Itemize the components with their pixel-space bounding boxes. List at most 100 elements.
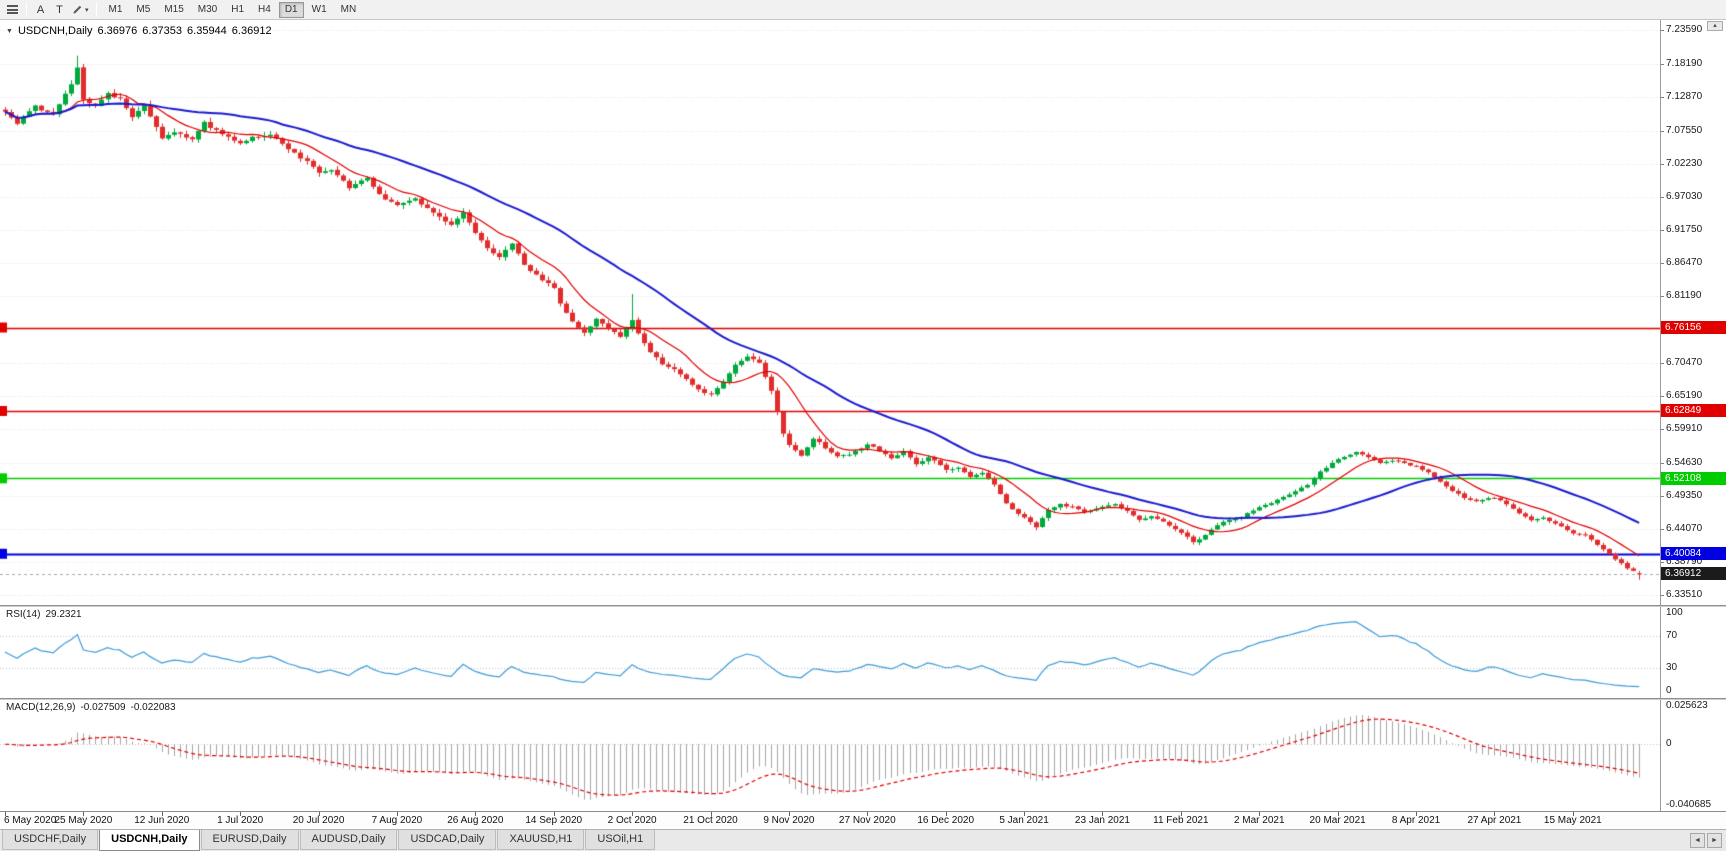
macd-scale[interactable]: 0.025623 0 -0.040685	[1660, 700, 1726, 811]
chart-window: ▼ USDCNH,Daily 6.36976 6.37353 6.35944 6…	[0, 20, 1726, 829]
date-tick	[83, 812, 84, 816]
timeframe-m1[interactable]: M1	[108, 4, 123, 15]
price-tick-dash	[1661, 131, 1664, 132]
price-tick-label: 6.65190	[1666, 390, 1703, 402]
date-tick	[397, 812, 398, 816]
rsi-tick-label: 100	[1666, 607, 1683, 618]
tabs-scroll-left-button[interactable]: ◄	[1690, 833, 1705, 848]
macd-indicator-pane: MACD(12,26,9) -0.027509 -0.022083 0.0256…	[0, 700, 1726, 811]
pane-divider[interactable]	[0, 698, 1726, 700]
timeframe-h1[interactable]: H1	[231, 4, 245, 15]
macd-canvas[interactable]	[0, 700, 1660, 811]
date-tick	[1181, 812, 1182, 816]
date-tick	[867, 812, 868, 816]
price-tick-label: 6.44070	[1666, 522, 1703, 534]
rsi-canvas[interactable]	[0, 607, 1660, 698]
price-tick-label: 6.81190	[1666, 289, 1702, 301]
tab-eurusd-daily[interactable]: EURUSD,Daily	[200, 830, 299, 850]
macd-main-value-label: -0.027509	[80, 702, 126, 713]
timeframe-w1[interactable]: W1	[311, 4, 327, 15]
date-tick	[319, 812, 320, 816]
price-tick-dash	[1661, 463, 1664, 464]
chart-scroll-up-button[interactable]: ▲	[1707, 21, 1723, 31]
rsi-name-label: RSI(14)	[6, 609, 41, 620]
date-label: 20 Mar 2021	[1309, 815, 1366, 826]
date-tick	[1024, 812, 1025, 816]
price-tick-dash	[1661, 296, 1664, 297]
price-tick-dash	[1661, 529, 1664, 530]
rsi-indicator-pane: RSI(14) 29.2321 100 70 30 0	[0, 607, 1726, 698]
rsi-scale[interactable]: 100 70 30 0	[1660, 607, 1726, 698]
date-tick	[1416, 812, 1417, 816]
date-label: 27 Apr 2021	[1467, 815, 1522, 826]
main-chart-canvas[interactable]	[0, 20, 1660, 605]
date-label: 16 Dec 2020	[917, 815, 975, 826]
price-tick-dash	[1661, 164, 1664, 165]
price-tick-dash	[1661, 97, 1664, 98]
date-axis[interactable]: 6 May 2020 25 May 2020 12 Jun 2020 1 Jul 20…	[0, 811, 1726, 829]
price-tick-dash	[1661, 363, 1664, 364]
price-line-badge: 6.40084	[1661, 547, 1726, 561]
price-tick-label: 6.38790	[1666, 555, 1703, 567]
charts-menu-button[interactable]	[3, 1, 22, 18]
macd-name-label: MACD(12,26,9)	[6, 702, 76, 713]
date-tick	[1102, 812, 1103, 816]
timeframe-h4[interactable]: H4	[258, 4, 271, 15]
price-tick-dash	[1661, 429, 1664, 430]
tabs-scroll-right-button[interactable]: ►	[1707, 833, 1722, 848]
tab-usdchf-daily[interactable]: USDCHF,Daily	[2, 830, 99, 850]
price-tick-dash	[1661, 263, 1664, 264]
price-tick-dash	[1661, 496, 1664, 497]
price-tick-label: 6.49350	[1666, 489, 1703, 501]
timeframe-mn[interactable]: MN	[340, 4, 357, 15]
tab-usdcad-daily[interactable]: USDCAD,Daily	[398, 830, 497, 850]
price-tick-dash	[1661, 230, 1664, 231]
text-tool-button[interactable]: T	[56, 3, 63, 16]
timeframe-d1[interactable]: D1	[278, 1, 304, 18]
date-tick	[475, 812, 476, 816]
timeframe-m5[interactable]: M5	[136, 4, 151, 15]
date-label: 5 Jan 2021	[999, 815, 1049, 826]
price-tick-dash	[1661, 197, 1664, 198]
tab-usdcnh-daily[interactable]: USDCNH,Daily	[99, 830, 200, 851]
tab-xauusd-h1[interactable]: XAUUSD,H1	[497, 830, 585, 850]
date-label: 20 Jul 2020	[292, 815, 345, 826]
price-tick-label: 7.12870	[1666, 91, 1703, 103]
price-tick-label: 6.97030	[1666, 190, 1703, 202]
pencil-icon	[73, 5, 82, 14]
price-scale[interactable]: 7.23590 7.18190 7.12870 7.07550 7.02230 6.970…	[1660, 20, 1726, 605]
date-label: 26 Aug 2020	[447, 815, 504, 826]
tab-audusd-daily[interactable]: AUDUSD,Daily	[299, 830, 398, 850]
tab-navigation: ◄ ►	[1690, 830, 1726, 848]
date-tick	[1338, 812, 1339, 816]
date-label: 25 May 2020	[54, 815, 113, 826]
price-tick-label: 6.59910	[1666, 423, 1703, 435]
date-label: 21 Oct 2020	[683, 815, 738, 826]
tab-usoil-h1[interactable]: USOil,H1	[585, 830, 656, 850]
date-tick	[1494, 812, 1495, 816]
date-label: 23 Jan 2021	[1074, 815, 1130, 826]
ohlc-close: 6.36912	[231, 25, 272, 37]
price-tick-dash	[1661, 562, 1664, 563]
rsi-tick-label: 70	[1666, 630, 1678, 642]
caret-down-icon: ▾	[85, 6, 89, 14]
cursor-a-tool-button[interactable]: A	[36, 3, 45, 16]
timeframe-m30[interactable]: M30	[197, 4, 218, 15]
price-tick-dash	[1661, 64, 1664, 65]
date-tick	[711, 812, 712, 816]
draw-tool-dropdown-button[interactable]: ▾	[69, 1, 92, 18]
date-tick	[1573, 812, 1574, 816]
pane-divider[interactable]	[0, 605, 1726, 607]
date-tick	[162, 812, 163, 816]
price-tick-label: 7.02230	[1666, 157, 1703, 169]
timeframe-m15[interactable]: M15	[164, 4, 184, 15]
rsi-tick-label: 0	[1666, 685, 1672, 696]
price-tick-label: 6.91750	[1666, 223, 1703, 235]
collapse-triangle-icon[interactable]: ▼	[6, 27, 13, 35]
current-price-badge: 6.36912	[1661, 567, 1726, 581]
toolbar: A T ▾ M1 M5 M15 M30 H1 H4 D1 W1 MN	[0, 0, 1726, 20]
date-label: 6 May 2020	[4, 815, 57, 826]
macd-tick-label: 0.025623	[1666, 700, 1708, 711]
date-label: 15 May 2021	[1543, 815, 1602, 826]
toolbar-separator	[26, 2, 27, 17]
